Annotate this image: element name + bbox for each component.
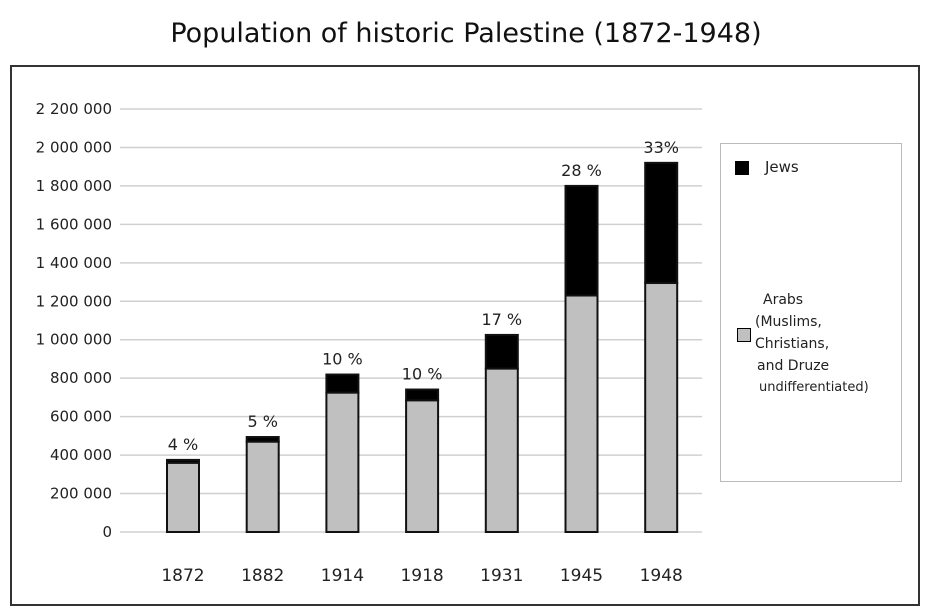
legend-arabs-line: undifferentiated) bbox=[759, 380, 869, 395]
legend-arabs-line: and Druze bbox=[757, 358, 830, 374]
bar-arabs-1882 bbox=[245, 440, 280, 533]
legend-swatch-jews bbox=[735, 161, 749, 175]
y-tick-label: 1 400 000 bbox=[36, 254, 112, 272]
data-label: 28 % bbox=[561, 161, 602, 180]
data-label: 10 % bbox=[322, 350, 363, 369]
bar-arabs-1918 bbox=[405, 399, 440, 533]
y-tick-label: 1 200 000 bbox=[36, 292, 112, 310]
bar-arabs-1945 bbox=[564, 294, 599, 533]
bar-jews-1872 bbox=[166, 458, 200, 464]
bar-arabs-1914 bbox=[325, 391, 360, 533]
data-label: 17 % bbox=[481, 310, 522, 329]
legend-arabs-line: Arabs bbox=[763, 292, 804, 308]
x-tick-label: 1872 bbox=[161, 566, 204, 586]
chart-frame bbox=[10, 65, 920, 606]
legend-arabs-line: (Muslims, bbox=[755, 314, 822, 330]
x-tick-label: 1931 bbox=[480, 566, 523, 586]
y-tick-label: 0 bbox=[102, 523, 112, 541]
x-tick-label: 1948 bbox=[640, 566, 683, 586]
bar-jews-1945 bbox=[564, 184, 599, 297]
y-tick-label: 2 200 000 bbox=[36, 100, 112, 118]
x-tick-label: 1945 bbox=[560, 566, 603, 586]
y-tick-label: 1 600 000 bbox=[36, 215, 112, 233]
x-tick-label: 1882 bbox=[241, 566, 284, 586]
data-label: 33% bbox=[643, 138, 679, 157]
legend-arabs-line: Christians, bbox=[755, 336, 830, 352]
y-tick-label: 2 000 000 bbox=[36, 138, 112, 156]
data-label: 5 % bbox=[247, 412, 277, 431]
y-tick-label: 1 000 000 bbox=[36, 331, 112, 349]
bar-jews-1948 bbox=[644, 161, 679, 285]
bar-arabs-1931 bbox=[484, 367, 519, 533]
bar-arabs-1948 bbox=[644, 282, 679, 533]
bar-jews-1931 bbox=[484, 333, 519, 370]
bar-arabs-1872 bbox=[166, 461, 200, 534]
chart-title: Population of historic Palestine (1872-1… bbox=[170, 18, 762, 49]
x-tick-label: 1914 bbox=[321, 566, 364, 586]
y-tick-label: 200 000 bbox=[50, 485, 112, 503]
y-tick-label: 600 000 bbox=[50, 408, 112, 426]
x-tick-label: 1918 bbox=[400, 566, 443, 586]
y-tick-label: 400 000 bbox=[50, 446, 112, 464]
legend-label-jews: Jews bbox=[765, 158, 799, 176]
legend-swatch-arabs bbox=[737, 328, 751, 342]
legend-label-arabs: Arabs (Muslims, Christians, and Druze un… bbox=[755, 289, 869, 399]
data-label: 10 % bbox=[402, 365, 443, 384]
bar-jews-1914 bbox=[325, 373, 360, 394]
y-tick-label: 800 000 bbox=[50, 369, 112, 387]
data-label: 4 % bbox=[168, 435, 198, 454]
bar-jews-1918 bbox=[405, 388, 440, 402]
bar-jews-1882 bbox=[245, 436, 280, 443]
legend: Jews Arabs (Muslims, Christians, and Dru… bbox=[720, 143, 902, 482]
y-tick-label: 1 800 000 bbox=[36, 177, 112, 195]
